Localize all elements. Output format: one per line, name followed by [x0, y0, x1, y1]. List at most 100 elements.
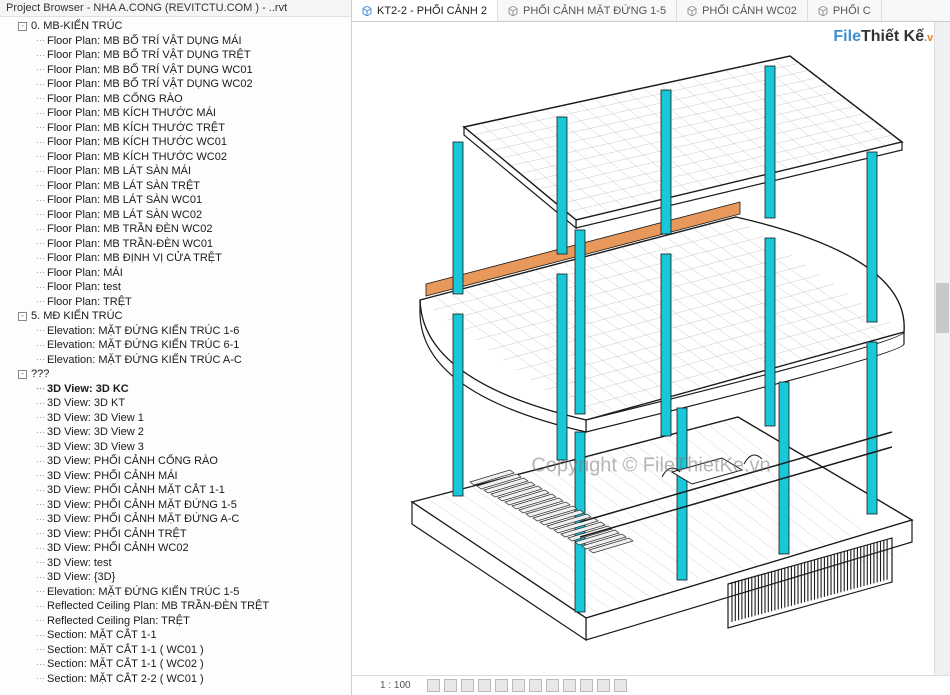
tree-item[interactable]: ⋯3D View: PHỐI CẢNH MÁI	[0, 469, 351, 484]
view-control-icon[interactable]	[546, 679, 559, 692]
project-browser-panel: Project Browser - NHA A.CONG (REVITCTU.C…	[0, 0, 352, 695]
tree-item[interactable]: ⋯Floor Plan: MB LÁT SÀN TRỆT	[0, 179, 351, 194]
tree-item[interactable]: ⋯3D View: 3D View 2	[0, 425, 351, 440]
tree-connector-icon: ⋯	[36, 615, 44, 626]
view-control-icon[interactable]	[512, 679, 525, 692]
tree-connector-icon: ⋯	[36, 267, 44, 278]
tree-group[interactable]: -???	[0, 367, 351, 382]
viewport-3d[interactable]: FileThiết Kế.vn Copyright © FileThietKe.…	[352, 22, 950, 675]
tree-item[interactable]: ⋯3D View: PHỐI CẢNH CỔNG RÀO	[0, 454, 351, 469]
tree-item[interactable]: ⋯3D View: 3D KT	[0, 396, 351, 411]
tree-connector-icon: ⋯	[36, 456, 44, 467]
tree-connector-icon: ⋯	[36, 586, 44, 597]
tree-connector-icon: ⋯	[36, 122, 44, 133]
view-control-icon[interactable]	[614, 679, 627, 692]
expander-icon[interactable]: -	[18, 312, 27, 321]
tree-connector-icon: ⋯	[36, 180, 44, 191]
expander-icon[interactable]: -	[18, 22, 27, 31]
tree-item[interactable]: ⋯Floor Plan: MB BỐ TRÍ VẬT DỤNG WC02	[0, 77, 351, 92]
tree-connector-icon: ⋯	[36, 383, 44, 394]
view-control-icon[interactable]	[444, 679, 457, 692]
view-control-icon[interactable]	[563, 679, 576, 692]
view-control-icon[interactable]	[597, 679, 610, 692]
tree-connector-icon: ⋯	[36, 93, 44, 104]
tree-item[interactable]: ⋯Floor Plan: MB ĐỊNH VỊ CỬA TRỆT	[0, 251, 351, 266]
tree-item[interactable]: ⋯3D View: PHỐI CẢNH TRỆT	[0, 527, 351, 542]
tree-connector-icon: ⋯	[36, 64, 44, 75]
view-control-icon[interactable]	[580, 679, 593, 692]
tree-connector-icon: ⋯	[36, 470, 44, 481]
tree-group[interactable]: -0. MB-KIẾN TRÚC	[0, 19, 351, 34]
tree-item[interactable]: ⋯3D View: {3D}	[0, 570, 351, 585]
view-tab[interactable]: PHỐI CẢNH WC02	[677, 0, 808, 21]
project-tree[interactable]: -0. MB-KIẾN TRÚC⋯Floor Plan: MB BỐ TRÍ V…	[0, 17, 351, 695]
tree-item[interactable]: ⋯Floor Plan: MB TRẦN-ĐÈN WC01	[0, 237, 351, 252]
tree-connector-icon: ⋯	[36, 35, 44, 46]
tree-connector-icon: ⋯	[36, 253, 44, 264]
tree-item[interactable]: ⋯Floor Plan: MB CỔNG RÀO	[0, 92, 351, 107]
tree-item[interactable]: ⋯3D View: 3D KC	[0, 382, 351, 397]
tree-item[interactable]: ⋯Section: MẶT CẮT 1-1 ( WC02 )	[0, 657, 351, 672]
tree-item[interactable]: ⋯Floor Plan: MB BỐ TRÍ VẬT DỤNG TRỆT	[0, 48, 351, 63]
tree-item[interactable]: ⋯3D View: test	[0, 556, 351, 571]
view-control-icon[interactable]	[427, 679, 440, 692]
tree-item[interactable]: ⋯Reflected Ceiling Plan: MB TRẦN-ĐÈN TRỆ…	[0, 599, 351, 614]
tree-connector-icon: ⋯	[36, 398, 44, 409]
tree-item[interactable]: ⋯Section: MẶT CẮT 1-1 ( WC01 )	[0, 643, 351, 658]
tree-connector-icon: ⋯	[36, 108, 44, 119]
tree-item[interactable]: ⋯3D View: PHỐI CẢNH MẶT ĐỨNG 1-5	[0, 498, 351, 513]
tree-connector-icon: ⋯	[36, 557, 44, 568]
view-tab[interactable]: KT2-2 - PHỐI CẢNH 2	[352, 0, 498, 21]
view-tab[interactable]: PHỐI CẢNH MẶT ĐỨNG 1-5	[498, 0, 677, 21]
tree-item[interactable]: ⋯3D View: 3D View 3	[0, 440, 351, 455]
view-control-icon[interactable]	[529, 679, 542, 692]
tree-item[interactable]: ⋯Elevation: MẶT ĐỨNG KIẾN TRÚC 1-5	[0, 585, 351, 600]
watermark-logo: FileThiết Kế.vn	[833, 28, 940, 46]
view-control-icon[interactable]	[461, 679, 474, 692]
tree-connector-icon: ⋯	[36, 282, 44, 293]
tree-item[interactable]: ⋯Floor Plan: MÁI	[0, 266, 351, 281]
scale-label[interactable]: 1 : 100	[380, 680, 411, 691]
tree-item[interactable]: ⋯Section: MẶT CẮT 1-1	[0, 628, 351, 643]
tree-connector-icon: ⋯	[36, 673, 44, 684]
view-control-icon[interactable]	[495, 679, 508, 692]
tree-item[interactable]: ⋯Floor Plan: MB LÁT SÀN WC02	[0, 208, 351, 223]
view-tab[interactable]: PHỐI C	[808, 0, 882, 21]
tree-item[interactable]: ⋯Floor Plan: MB BỐ TRÍ VẬT DỤNG WC01	[0, 63, 351, 78]
tree-item[interactable]: ⋯Elevation: MẶT ĐỨNG KIẾN TRÚC 1-6	[0, 324, 351, 339]
tree-item[interactable]: ⋯Floor Plan: MB KÍCH THƯỚC WC01	[0, 135, 351, 150]
tree-item[interactable]: ⋯Floor Plan: MB BỐ TRÍ VẬT DỤNG MÁI	[0, 34, 351, 49]
tree-item[interactable]: ⋯3D View: PHỐI CẢNH MẶT ĐỨNG A-C	[0, 512, 351, 527]
view-control-icon[interactable]	[478, 679, 491, 692]
tree-connector-icon: ⋯	[36, 224, 44, 235]
tree-connector-icon: ⋯	[36, 296, 44, 307]
tree-item[interactable]: ⋯Floor Plan: MB LÁT SÀN WC01	[0, 193, 351, 208]
tree-item[interactable]: ⋯Floor Plan: MB KÍCH THƯỚC MÁI	[0, 106, 351, 121]
tree-item[interactable]: ⋯3D View: PHỐI CẢNH MẶT CẮT 1-1	[0, 483, 351, 498]
tree-connector-icon: ⋯	[36, 137, 44, 148]
tree-item[interactable]: ⋯Floor Plan: test	[0, 280, 351, 295]
vertical-scrollbar[interactable]	[934, 22, 950, 675]
tree-connector-icon: ⋯	[36, 644, 44, 655]
tree-connector-icon: ⋯	[36, 166, 44, 177]
tree-item[interactable]: ⋯Elevation: MẶT ĐỨNG KIẾN TRÚC 6-1	[0, 338, 351, 353]
tree-item[interactable]: ⋯Floor Plan: MB KÍCH THƯỚC WC02	[0, 150, 351, 165]
tree-item[interactable]: ⋯3D View: 3D View 1	[0, 411, 351, 426]
tree-item[interactable]: ⋯Reflected Ceiling Plan: TRỆT	[0, 614, 351, 629]
expander-icon[interactable]: -	[18, 370, 27, 379]
tree-connector-icon: ⋯	[36, 195, 44, 206]
tree-connector-icon: ⋯	[36, 50, 44, 61]
tree-connector-icon: ⋯	[36, 528, 44, 539]
tree-item[interactable]: ⋯Floor Plan: MB LÁT SÀN MÁI	[0, 164, 351, 179]
tree-item[interactable]: ⋯3D View: PHỐI CẢNH WC02	[0, 541, 351, 556]
tree-item[interactable]: ⋯Section: MẶT CẮT 2-2 ( WC01 )	[0, 672, 351, 687]
main-area: KT2-2 - PHỐI CẢNH 2PHỐI CẢNH MẶT ĐỨNG 1-…	[352, 0, 950, 695]
tree-item[interactable]: ⋯Floor Plan: MB KÍCH THƯỚC TRỆT	[0, 121, 351, 136]
tree-item[interactable]: ⋯Elevation: MẶT ĐỨNG KIẾN TRÚC A-C	[0, 353, 351, 368]
tree-item[interactable]: ⋯Floor Plan: TRỆT	[0, 295, 351, 310]
tree-item[interactable]: ⋯Floor Plan: MB TRẦN ĐÈN WC02	[0, 222, 351, 237]
tree-connector-icon: ⋯	[36, 543, 44, 554]
tree-connector-icon: ⋯	[36, 601, 44, 612]
tree-group[interactable]: -5. MĐ KIẾN TRÚC	[0, 309, 351, 324]
cube-icon	[362, 6, 372, 16]
